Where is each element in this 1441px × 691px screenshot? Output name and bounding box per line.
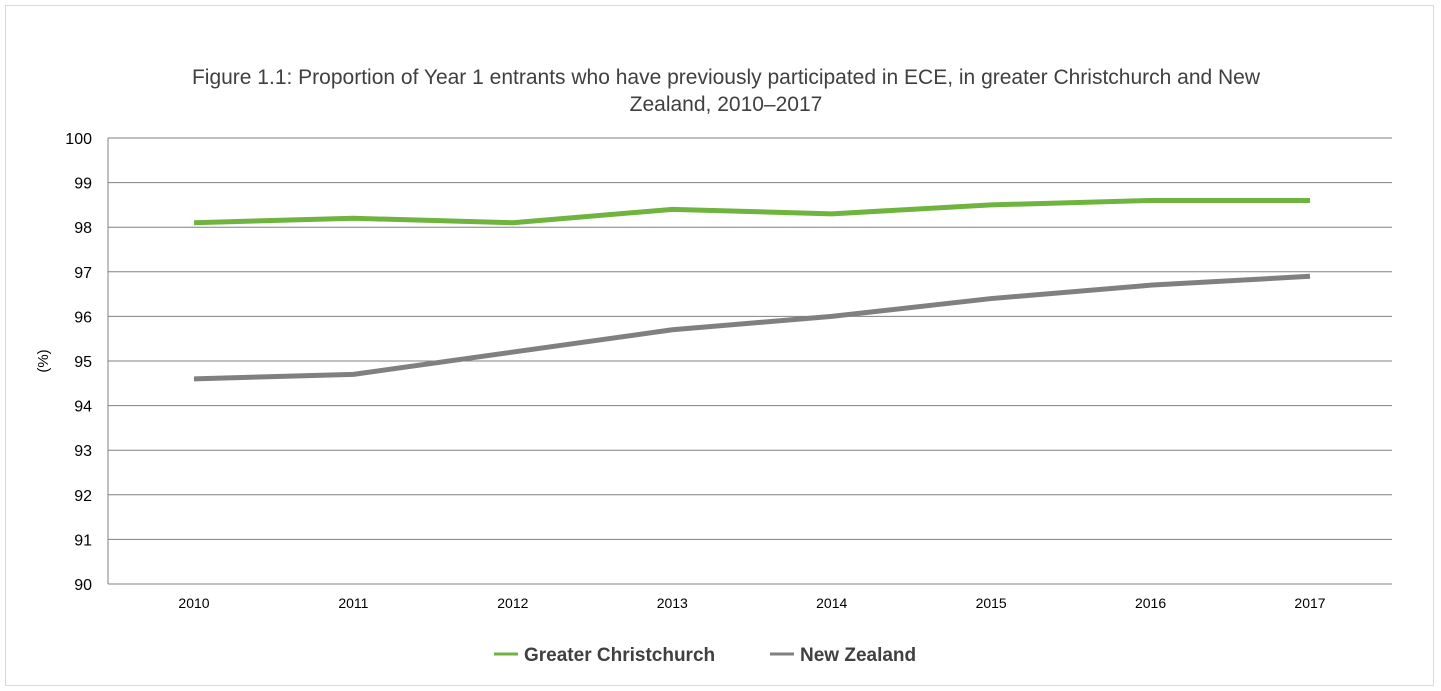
y-tick-label: 95 xyxy=(74,354,92,371)
y-tick-label: 94 xyxy=(74,399,92,416)
legend: Greater Christchurch New Zealand xyxy=(494,645,916,666)
x-tick-label: 2014 xyxy=(816,595,847,611)
series-line-1 xyxy=(193,273,1311,382)
x-tick-label: 2013 xyxy=(657,595,688,611)
chart-title-line-2: Zealand, 2010–2017 xyxy=(630,93,823,116)
series-line-0 xyxy=(193,197,1310,226)
y-tick-label: 97 xyxy=(74,265,92,282)
series-lines xyxy=(193,197,1311,382)
y-tick-label: 90 xyxy=(74,577,92,594)
x-tick-label: 2016 xyxy=(1135,595,1166,611)
y-tick-label: 93 xyxy=(74,443,92,460)
chart-title-line-1: Figure 1.1: Proportion of Year 1 entrant… xyxy=(192,66,1261,89)
x-tick-label: 2017 xyxy=(1294,595,1325,611)
legend-label-0: Greater Christchurch xyxy=(524,645,715,666)
x-axis-ticks: 2010 2011 2012 2013 2014 2015 2016 2017 xyxy=(178,595,1325,611)
y-tick-label: 98 xyxy=(74,220,92,237)
y-axis-ticks: 90 91 92 93 94 95 96 97 98 99 100 xyxy=(65,131,92,594)
y-tick-label: 100 xyxy=(65,131,92,148)
y-tick-label: 92 xyxy=(74,488,92,505)
y-tick-label: 99 xyxy=(74,176,92,193)
y-tick-label: 91 xyxy=(74,532,92,549)
x-tick-label: 2011 xyxy=(338,595,368,611)
legend-label-1: New Zealand xyxy=(800,645,916,666)
gridlines xyxy=(107,137,1392,585)
y-tick-label: 96 xyxy=(74,309,92,326)
x-tick-label: 2012 xyxy=(497,595,528,611)
x-tick-label: 2010 xyxy=(178,595,209,611)
chart-frame xyxy=(5,5,1434,686)
x-tick-label: 2015 xyxy=(976,595,1007,611)
y-axis-label: (%) xyxy=(35,349,52,372)
